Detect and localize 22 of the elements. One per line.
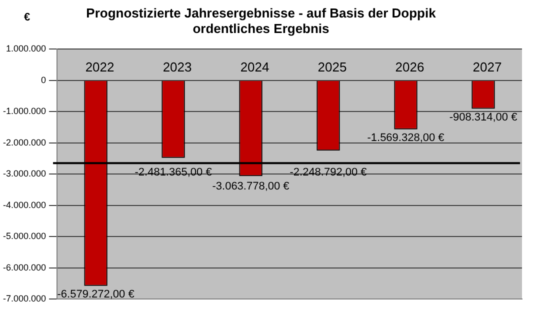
chart-subtitle: ordentliches Ergebnis [192, 20, 330, 36]
x-tick-label: 2027 [472, 60, 502, 75]
y-tick-label: 1.000.000 [6, 44, 46, 54]
data-label: -1.569.328,00 € [367, 132, 444, 144]
y-tick-label: -4.000.000 [2, 200, 46, 210]
y-tick-label: -2.000.000 [2, 137, 46, 148]
x-tick-label: 2025 [318, 60, 347, 75]
y-tick-label: -1.000.000 [2, 106, 46, 116]
y-tick-label: -5.000.000 [2, 231, 46, 242]
y-tick-label: -3.000.000 [2, 168, 46, 179]
y-axis-title: € [24, 12, 30, 24]
y-tick-label: -6.000.000 [2, 262, 46, 272]
x-tick-label: 2026 [395, 60, 424, 75]
y-tick-label: -7.000.000 [2, 293, 46, 304]
data-label: -908.314,00 € [449, 111, 518, 124]
data-label: -3.063.778,00 € [212, 180, 290, 193]
x-tick-label: 2022 [85, 60, 114, 75]
y-tick-label: 0 [41, 74, 46, 85]
data-label: -6.579.272,00 € [57, 288, 134, 300]
chart-title: Prognostizierte Jahresergebnisse - auf Basis der Doppik [86, 5, 437, 20]
x-tick-label: 2023 [162, 60, 192, 75]
x-tick-label: 2024 [240, 60, 270, 75]
